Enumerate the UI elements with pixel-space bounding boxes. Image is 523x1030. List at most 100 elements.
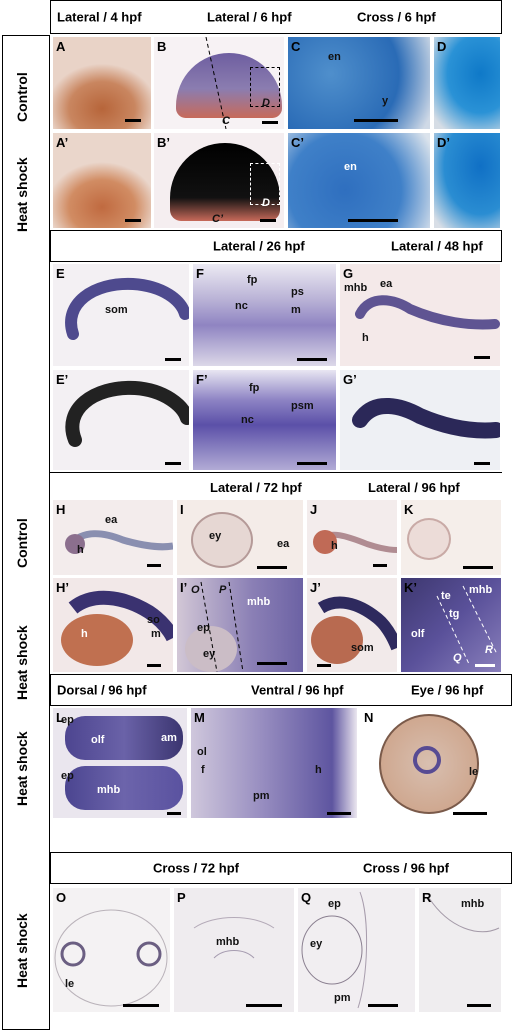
annotation: ps [291,286,304,298]
panel-K: K [401,500,501,575]
panel-I: I ey ea [177,500,303,575]
panel-F-prime: F’ fp psm nc [193,370,336,470]
panel-A: A [53,37,151,129]
annotation: ep [328,898,341,910]
annotation: som [105,304,128,316]
scale-bar [297,462,327,465]
annotation: C [222,115,230,127]
panel-label: G [343,266,354,281]
panel-L: L ep olf am ep mhb [53,708,187,818]
annotation: ey [203,648,216,660]
annotation: fp [247,274,258,286]
scale-bar [317,664,331,667]
panel-label: L [56,710,64,725]
panel-O: O le [53,888,170,1012]
panel-H-prime: H’ h so m [53,578,173,672]
scale-bar [373,564,387,567]
header-dorsal-96hpf: Dorsal / 96 hpf [57,682,147,698]
panel-label: M [194,710,205,725]
scale-bar [453,812,487,815]
panel-label: K [404,502,414,517]
annotation: h [315,764,322,776]
annotation: ep [61,714,74,726]
header-lateral-26hpf: Lateral / 26 hpf [213,238,305,254]
panel-label: K’ [404,580,417,595]
scale-bar [463,566,493,569]
annotation: so [147,614,160,626]
header-lateral-6hpf: Lateral / 6 hpf [207,9,292,25]
panel-N: N le [361,708,501,818]
annotation: h [77,544,84,556]
panel-R: R mhb [419,888,501,1012]
scale-bar [474,356,490,359]
annotation: Q [453,652,462,664]
header-lateral-96hpf: Lateral / 96 hpf [368,480,460,495]
annotation: ea [105,514,118,526]
annotation: R [485,644,493,656]
panel-label: P [177,890,186,905]
panel-B: B D C [154,37,284,129]
panel-B-prime: B’ D C’ [154,133,284,228]
side-label-heatshock-1: Heat shock [14,157,30,232]
panel-E-prime: E’ [53,370,189,470]
scale-bar [125,119,141,122]
annotation: mhb [97,784,121,796]
scale-bar [167,812,181,815]
annotation: ea [380,278,393,290]
scale-bar [474,462,490,465]
header-lateral-48hpf: Lateral / 48 hpf [391,238,483,254]
section-5-header: Cross / 72 hpf Cross / 96 hpf [50,852,512,884]
panel-label: I [180,502,184,517]
scale-bar [260,219,276,222]
section-3-header [50,472,502,473]
panel-label: D [437,39,447,54]
annotation: ea [277,538,290,550]
annotation: mhb [469,584,493,596]
panel-label: R [422,890,432,905]
annotation: nc [241,414,254,426]
panel-label: A [56,39,66,54]
annotation: ep [197,622,210,634]
annotation: tg [449,608,460,620]
annotation: h [331,540,338,552]
panel-A-prime: A’ [53,133,151,228]
panel-H: H ea h [53,500,173,575]
annotation: pm [334,992,351,1004]
section-1-frame [2,35,50,1030]
header-ventral-96hpf: Ventral / 96 hpf [251,682,344,698]
scale-bar [327,812,351,815]
panel-J: J h [307,500,397,575]
panel-label: D’ [437,135,450,150]
side-label-control-3: Control [14,518,30,568]
scale-bar [257,662,287,665]
panel-E: E som [53,264,189,366]
panel-D: D [434,37,500,129]
scale-bar [165,462,181,465]
scale-bar [147,564,161,567]
annotation: fp [249,382,260,394]
annotation: D [262,197,270,209]
panel-label: G’ [343,372,357,387]
annotation: P [219,584,227,596]
panel-D-prime: D’ [434,133,500,228]
header-lateral-72hpf: Lateral / 72 hpf [210,480,302,495]
side-label-control-1: Control [14,72,30,122]
annotation: D [262,97,270,109]
panel-label: E’ [56,372,69,387]
section-4-header: Dorsal / 96 hpf Ventral / 96 hpf Eye / 9… [50,674,512,706]
panel-Q: Q ep ey pm [298,888,415,1012]
annotation: ol [197,746,207,758]
annotation: le [65,978,75,990]
annotation: m [151,628,161,640]
header-cross-6hpf: Cross / 6 hpf [357,9,436,25]
panel-P: P mhb [174,888,294,1012]
scale-bar [123,1004,159,1007]
annotation: f [201,764,205,776]
annotation: le [469,766,479,778]
section-2-header: Lateral / 26 hpf Lateral / 48 hpf [50,230,502,262]
panel-label: B’ [157,135,170,150]
annotation: ey [209,530,222,542]
panel-label: J [310,502,318,517]
annotation: h [81,628,88,640]
panel-label: C’ [291,135,304,150]
